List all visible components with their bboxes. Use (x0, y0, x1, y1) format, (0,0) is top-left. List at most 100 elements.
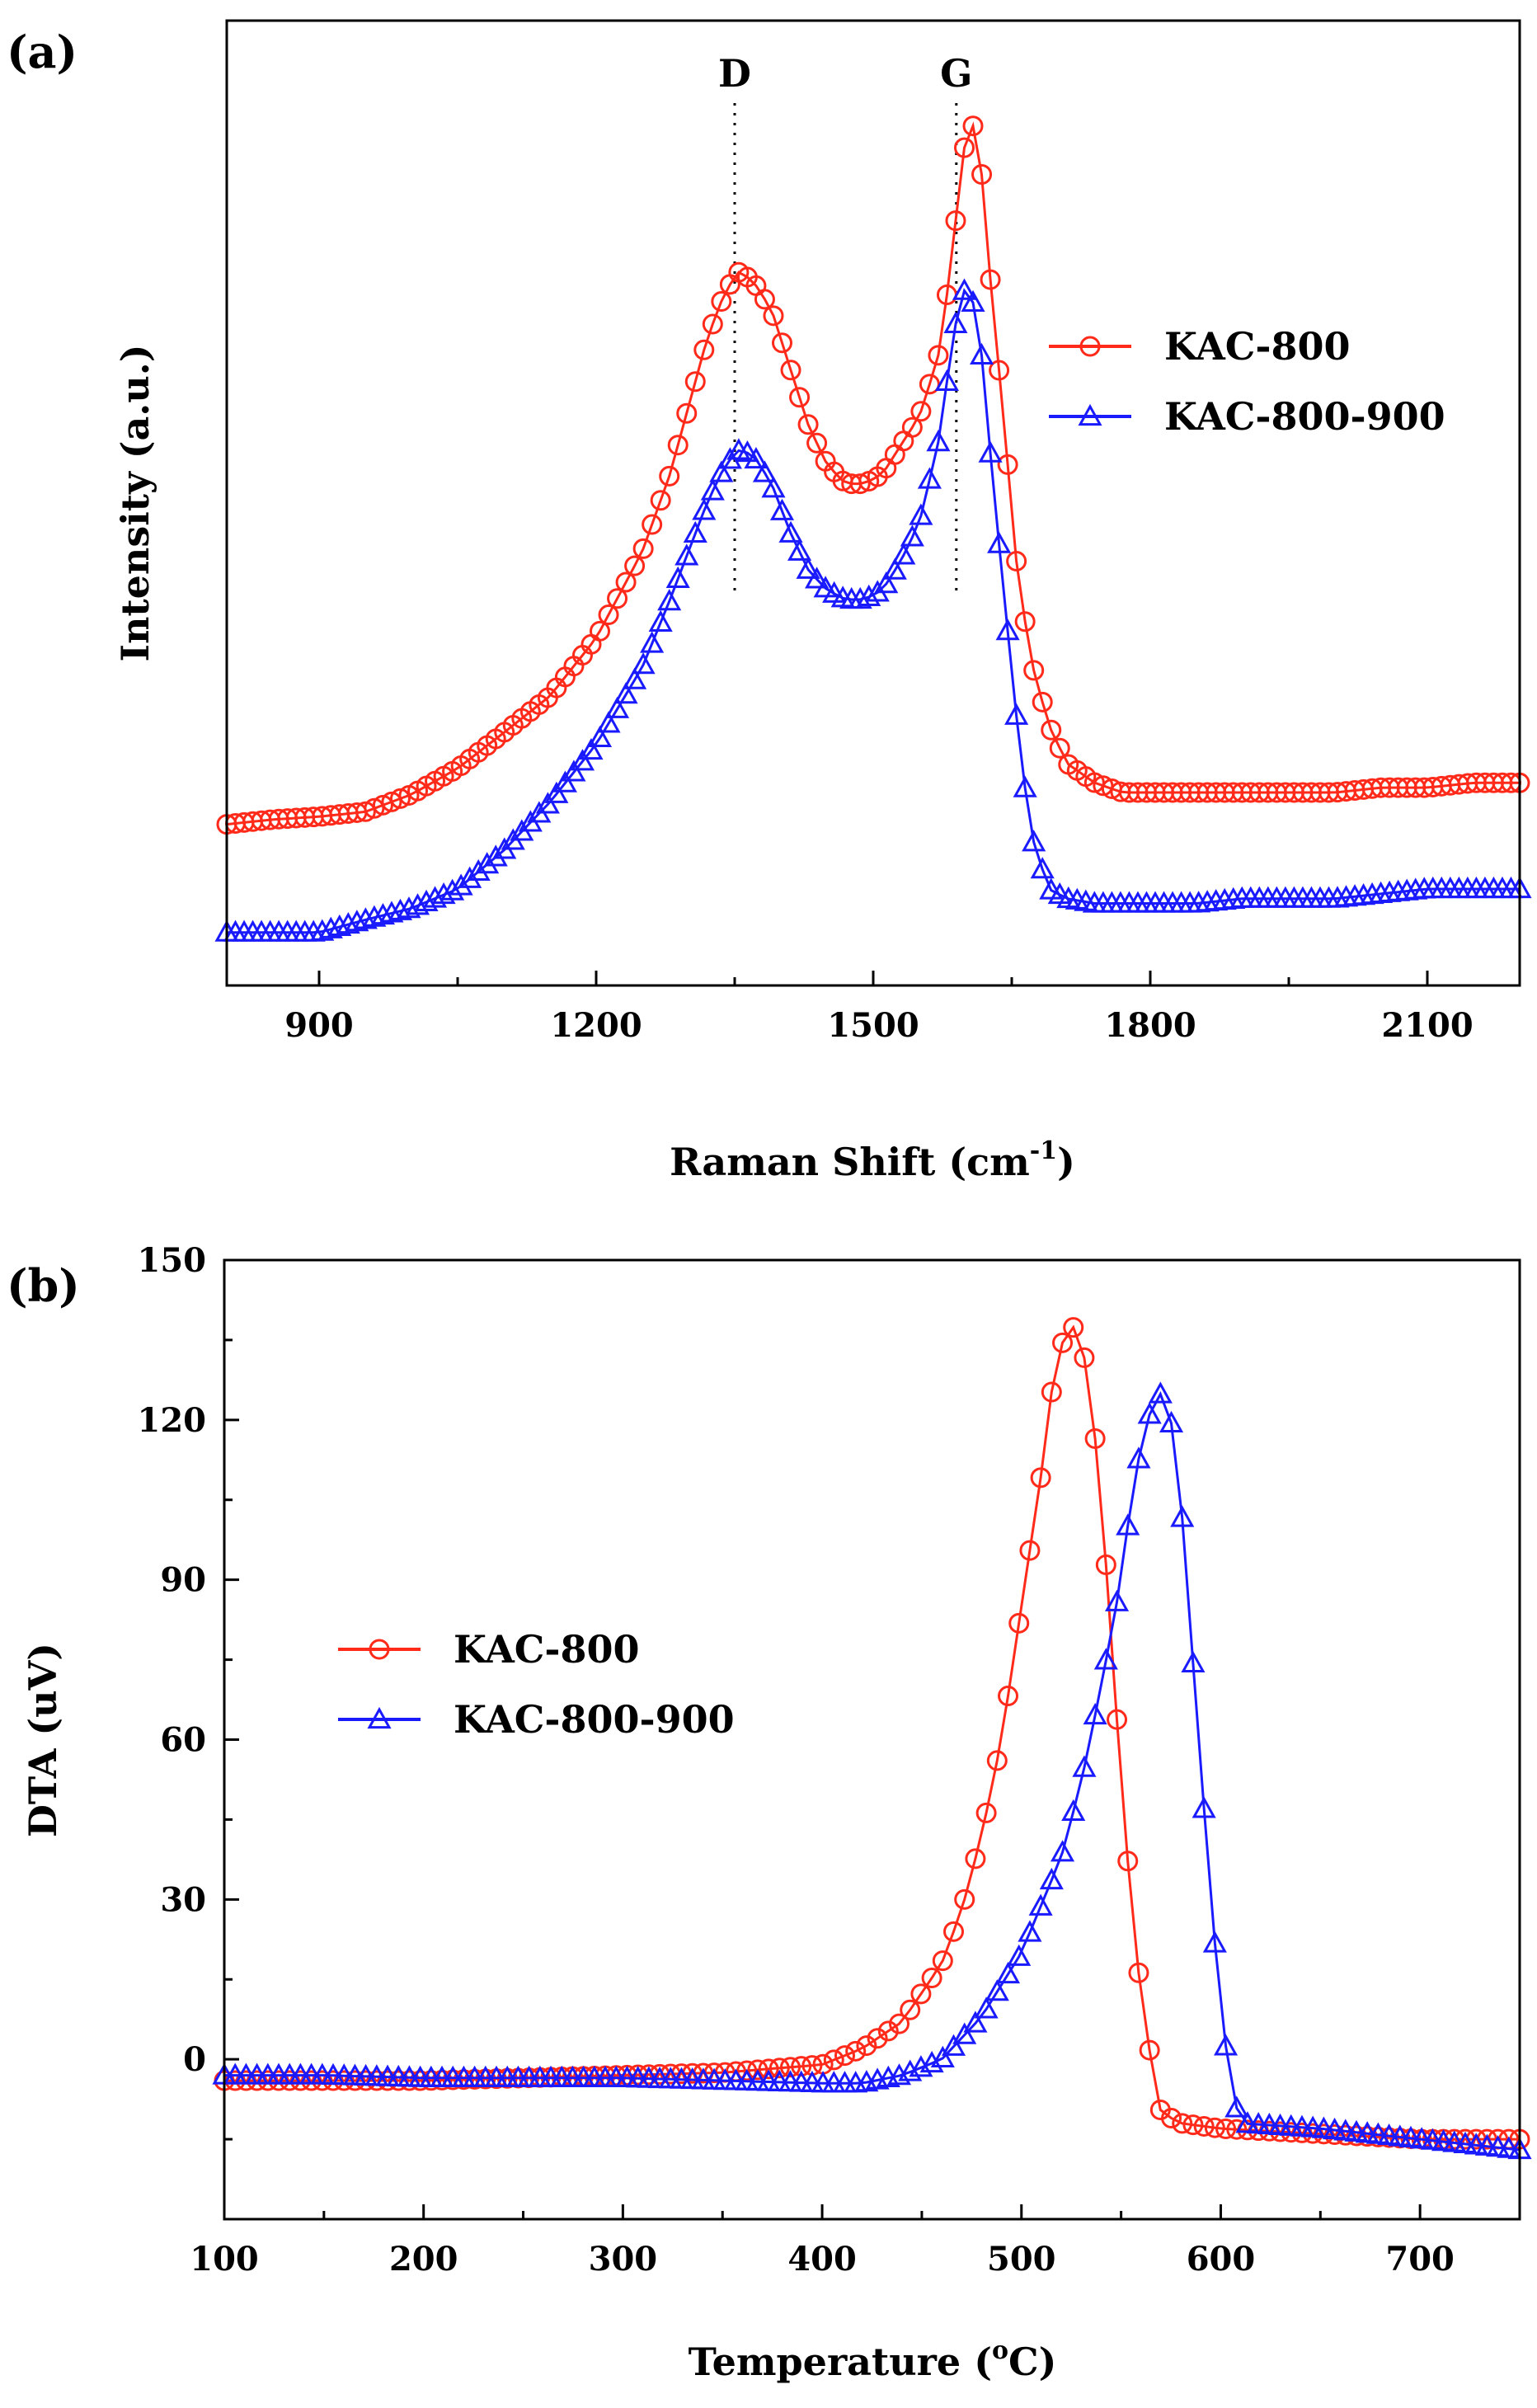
data-point (657, 589, 682, 611)
data-point (943, 311, 968, 333)
data-point (1344, 2119, 1369, 2142)
data-point (607, 588, 628, 609)
data-point (693, 339, 715, 360)
data-point (379, 901, 404, 923)
data-point (372, 794, 393, 816)
data-point (735, 440, 759, 463)
legend-a: KAC-800 KAC-800-900 (1049, 324, 1445, 439)
data-point (683, 520, 707, 543)
data-point (998, 1686, 1019, 1707)
data-point (1355, 2121, 1380, 2143)
data-point (1311, 2116, 1336, 2138)
data-point (1356, 2126, 1378, 2147)
data-point (1050, 1840, 1075, 1862)
data-point (1137, 1402, 1162, 1424)
data-point (813, 576, 838, 598)
data-point (345, 910, 369, 932)
data-point (627, 2064, 649, 2086)
data-point (1126, 1446, 1151, 1469)
data-point (1052, 1332, 1074, 1353)
data-point (909, 2055, 933, 2077)
data-point (1161, 2108, 1182, 2129)
data-point (423, 886, 448, 908)
data-point (934, 369, 959, 391)
data-point (310, 919, 335, 941)
data-point (355, 801, 376, 822)
data-point (943, 1921, 965, 1942)
data-point (969, 342, 994, 365)
data-point (791, 2056, 812, 2077)
x-tick-label: 2100 (1381, 1006, 1473, 1045)
data-point (405, 893, 430, 915)
data-point (1170, 1505, 1195, 1527)
data-point (1453, 2131, 1478, 2154)
x-tick-label: 600 (1187, 2240, 1256, 2279)
data-point (849, 473, 871, 495)
data-point (928, 345, 949, 366)
data-point (1041, 1381, 1062, 1403)
data-point (889, 2013, 910, 2034)
data-point (598, 604, 619, 626)
y-tick-label: 30 (160, 1880, 206, 1919)
legend-label: KAC-800-900 (1164, 394, 1445, 439)
data-point (562, 760, 586, 782)
data-point (1172, 2113, 1193, 2134)
data-point (758, 2058, 779, 2080)
data-point (552, 770, 577, 792)
data-point (806, 432, 828, 454)
data-point (1377, 2123, 1402, 2146)
data-point (789, 387, 811, 408)
data-point (754, 289, 775, 310)
data-point (623, 667, 647, 689)
data-point (987, 531, 1012, 553)
data-point (648, 609, 673, 632)
data-point (1159, 1410, 1184, 1433)
data-point (711, 291, 732, 313)
data-point (605, 696, 630, 718)
data-point (381, 791, 402, 812)
data-point (744, 446, 768, 469)
data-point (1032, 691, 1053, 713)
data-point (1030, 857, 1055, 879)
data-point (1323, 2117, 1347, 2140)
y-axis-title-a: Intensity (a.u.) (113, 344, 157, 661)
data-point (702, 313, 723, 335)
x-axis-title-a: Raman Shift (cm-1) (670, 1136, 1075, 1184)
data-point (932, 1950, 953, 1972)
data-point (1420, 2128, 1445, 2150)
data-point (613, 682, 638, 704)
data-point (1182, 2114, 1204, 2136)
data-point (650, 490, 671, 511)
y-axis-title-b: DTA (uV) (21, 1643, 65, 1837)
data-point (965, 1848, 986, 1869)
data-point (909, 503, 933, 525)
plot-frame-a (225, 19, 1521, 987)
data-point (440, 878, 465, 901)
dta-series (212, 1317, 1532, 2160)
data-point (1104, 1589, 1130, 1611)
panel-label-a: (a) (7, 26, 78, 78)
data-point (692, 498, 717, 520)
data-point (1300, 2115, 1325, 2138)
peak-label: D (718, 51, 751, 96)
data-point (676, 402, 698, 424)
x-tick-label: 400 (787, 2240, 857, 2279)
data-point (1215, 2118, 1237, 2139)
data-point (736, 2060, 758, 2081)
data-point (848, 586, 872, 609)
data-point (962, 115, 984, 137)
data-point (1431, 2129, 1456, 2152)
data-point (1004, 703, 1029, 725)
data-point (910, 1983, 932, 2005)
data-point (397, 896, 421, 919)
data-point (985, 1979, 1009, 2001)
data-point (388, 2070, 409, 2091)
data-point (1041, 719, 1062, 741)
data-point (910, 401, 932, 422)
data-point (995, 618, 1020, 641)
x-tick-label: 300 (589, 2240, 658, 2279)
data-point (986, 1750, 1008, 1771)
data-point (898, 2059, 923, 2081)
data-point (442, 2069, 463, 2091)
data-point (1486, 2135, 1511, 2157)
